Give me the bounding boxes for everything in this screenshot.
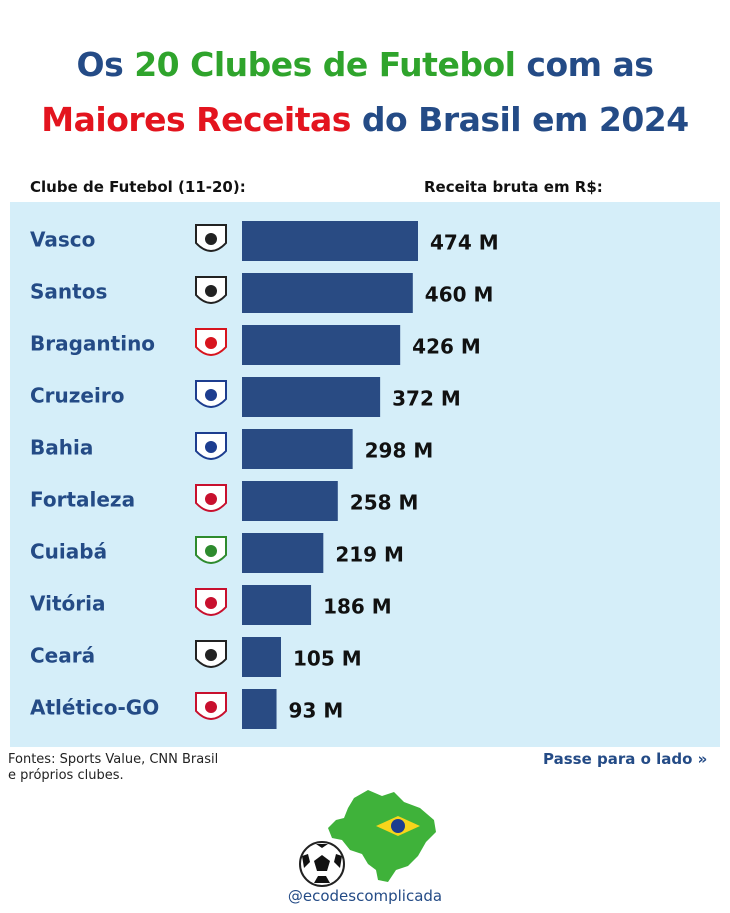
atletico-go-crest-icon — [195, 692, 227, 720]
club-label: Cruzeiro — [30, 384, 124, 408]
club-label: Atlético-GO — [30, 696, 159, 720]
column-header-club: Clube de Futebol (11-20): — [30, 178, 246, 196]
santos-crest-icon — [195, 276, 227, 304]
soccer-ball-icon — [299, 841, 345, 887]
title-highlight-red: Maiores Receitas — [41, 100, 351, 139]
title-prefix: Os — [76, 45, 135, 84]
club-label: Vitória — [30, 592, 106, 616]
value-label: 460 M — [425, 283, 494, 307]
revenue-bar — [242, 325, 401, 365]
revenue-bar — [242, 429, 353, 469]
title-line-2: Maiores Receitas do Brasil em 2024 — [0, 103, 730, 136]
ceara-crest-icon — [195, 640, 227, 668]
revenue-bar — [242, 689, 277, 729]
sources-line-1: Fontes: Sports Value, CNN Brasil — [8, 752, 219, 767]
column-header-revenue: Receita bruta em R$: — [424, 178, 603, 196]
cruzeiro-crest-icon — [195, 380, 227, 408]
club-label: Bragantino — [30, 332, 155, 356]
value-label: 258 M — [350, 491, 419, 515]
club-label: Santos — [30, 280, 107, 304]
brazil-map-icon — [328, 790, 436, 882]
title-tail: do Brasil em 2024 — [350, 100, 689, 139]
value-label: 426 M — [412, 335, 481, 359]
value-label: 186 M — [323, 595, 392, 619]
sources-note: Fontes: Sports Value, CNN Brasil e própr… — [8, 752, 218, 784]
vasco-crest-icon — [195, 224, 227, 252]
club-label: Vasco — [30, 228, 95, 252]
title-line-1: Os 20 Clubes de Futebol com as — [0, 48, 730, 81]
revenue-bar — [242, 481, 338, 521]
value-label: 474 M — [430, 231, 499, 255]
title-highlight-green: 20 Clubes de Futebol — [134, 45, 516, 84]
club-label: Ceará — [30, 644, 95, 668]
bahia-crest-icon — [195, 432, 227, 460]
revenue-bar — [242, 221, 418, 261]
value-label: 105 M — [293, 647, 362, 671]
brand-logo — [299, 790, 436, 887]
swipe-next-link[interactable]: Passe para o lado » — [543, 750, 707, 768]
double-chevron-right-icon: » — [697, 750, 708, 768]
revenue-bar — [242, 585, 312, 625]
club-label: Cuiabá — [30, 540, 107, 564]
club-label: Fortaleza — [30, 488, 135, 512]
value-label: 219 M — [335, 543, 404, 567]
revenue-bar — [242, 533, 324, 573]
vitoria-crest-icon — [195, 588, 227, 616]
value-label: 298 M — [365, 439, 434, 463]
value-label: 372 M — [392, 387, 461, 411]
club-label: Bahia — [30, 436, 93, 460]
swipe-next-label: Passe para o lado — [543, 750, 693, 768]
title-suffix: com as — [515, 45, 654, 84]
brand-handle: @ecodescomplicada — [287, 887, 443, 905]
cuiaba-crest-icon — [195, 536, 227, 564]
revenue-bar — [242, 377, 381, 417]
revenue-bar — [242, 637, 281, 677]
bragantino-crest-icon — [195, 328, 227, 356]
sources-line-2: e próprios clubes. — [8, 768, 124, 783]
fortaleza-crest-icon — [195, 484, 227, 512]
value-label: 93 M — [289, 699, 344, 723]
revenue-bar — [242, 273, 413, 313]
